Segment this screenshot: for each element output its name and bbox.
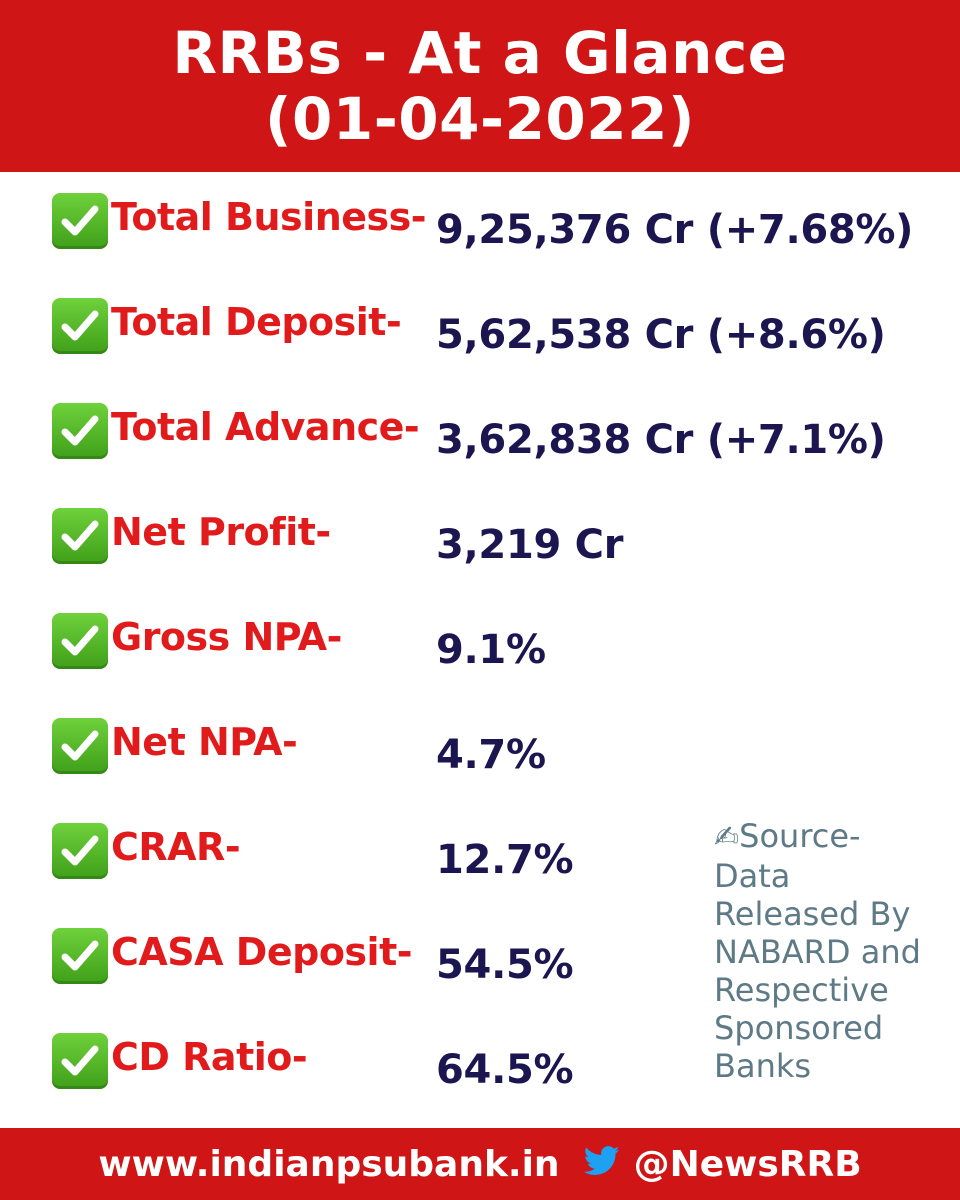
- check-mark-icon: [52, 928, 108, 984]
- check-mark-icon: [52, 193, 108, 249]
- stat-value: 5,62,538 Cr (+8.6%): [436, 312, 886, 358]
- source-line: Respective: [714, 971, 889, 1009]
- stat-row-total-deposit: Total Deposit- 5,62,538 Cr (+8.6%): [0, 298, 960, 378]
- stat-row-net-npa: Net NPA- 4.7%: [0, 718, 960, 798]
- check-mark-icon: [52, 823, 108, 879]
- stat-label: Total Deposit-: [111, 300, 402, 344]
- source-note: ✍Source- Data Released By NABARD and Res…: [714, 817, 934, 1085]
- twitter-bird-icon: [583, 1144, 620, 1185]
- source-line: Source-: [739, 817, 861, 855]
- stat-value: 3,219 Cr: [436, 522, 624, 568]
- stat-label: Net NPA-: [111, 720, 298, 764]
- source-line: Released By: [714, 895, 911, 933]
- twitter-handle-link[interactable]: @NewsRRB: [633, 1143, 862, 1185]
- stat-value: 3,62,838 Cr (+7.1%): [436, 417, 886, 463]
- source-line: Sponsored: [714, 1009, 884, 1047]
- stat-value: 9,25,376 Cr (+7.68%): [436, 207, 914, 253]
- stat-row-gross-npa: Gross NPA- 9.1%: [0, 613, 960, 693]
- source-line: Data: [714, 857, 791, 895]
- check-mark-icon: [52, 508, 108, 564]
- page-title: RRBs - At a Glance: [172, 19, 788, 87]
- stat-row-total-business: Total Business- 9,25,376 Cr (+7.68%): [0, 193, 960, 273]
- header-banner: RRBs - At a Glance (01-04-2022): [0, 0, 960, 172]
- stat-label: Net Profit-: [111, 510, 331, 554]
- stat-value: 9.1%: [436, 627, 546, 673]
- stat-row-total-advance: Total Advance- 3,62,838 Cr (+7.1%): [0, 403, 960, 483]
- stat-row-crar: CRAR- 12.7%: [0, 823, 960, 903]
- check-mark-icon: [52, 1033, 108, 1089]
- check-mark-icon: [52, 718, 108, 774]
- footer-banner: www.indianpsubank.in @NewsRRB: [0, 1128, 960, 1200]
- stat-value: 64.5%: [436, 1047, 574, 1093]
- stat-label: CRAR-: [111, 825, 241, 869]
- stat-row-casa-deposit: CASA Deposit- 54.5%: [0, 928, 960, 1008]
- writing-hand-icon: ✍: [714, 820, 740, 855]
- stat-label: Total Business-: [111, 195, 427, 239]
- source-line: Banks: [714, 1047, 812, 1085]
- stat-value: 4.7%: [436, 732, 546, 778]
- stat-row-net-profit: Net Profit- 3,219 Cr: [0, 508, 960, 588]
- check-mark-icon: [52, 403, 108, 459]
- stat-label: CASA Deposit-: [111, 930, 413, 974]
- stat-value: 12.7%: [436, 837, 574, 883]
- check-mark-icon: [52, 613, 108, 669]
- website-link[interactable]: www.indianpsubank.in: [98, 1143, 560, 1185]
- stat-label: Gross NPA-: [111, 615, 342, 659]
- source-line: NABARD and: [714, 933, 921, 971]
- stat-row-cd-ratio: CD Ratio- 64.5%: [0, 1033, 960, 1113]
- stat-label: Total Advance-: [111, 405, 420, 449]
- stat-label: CD Ratio-: [111, 1035, 308, 1079]
- check-mark-icon: [52, 298, 108, 354]
- stat-value: 54.5%: [436, 942, 574, 988]
- page-date: (01-04-2022): [264, 85, 695, 153]
